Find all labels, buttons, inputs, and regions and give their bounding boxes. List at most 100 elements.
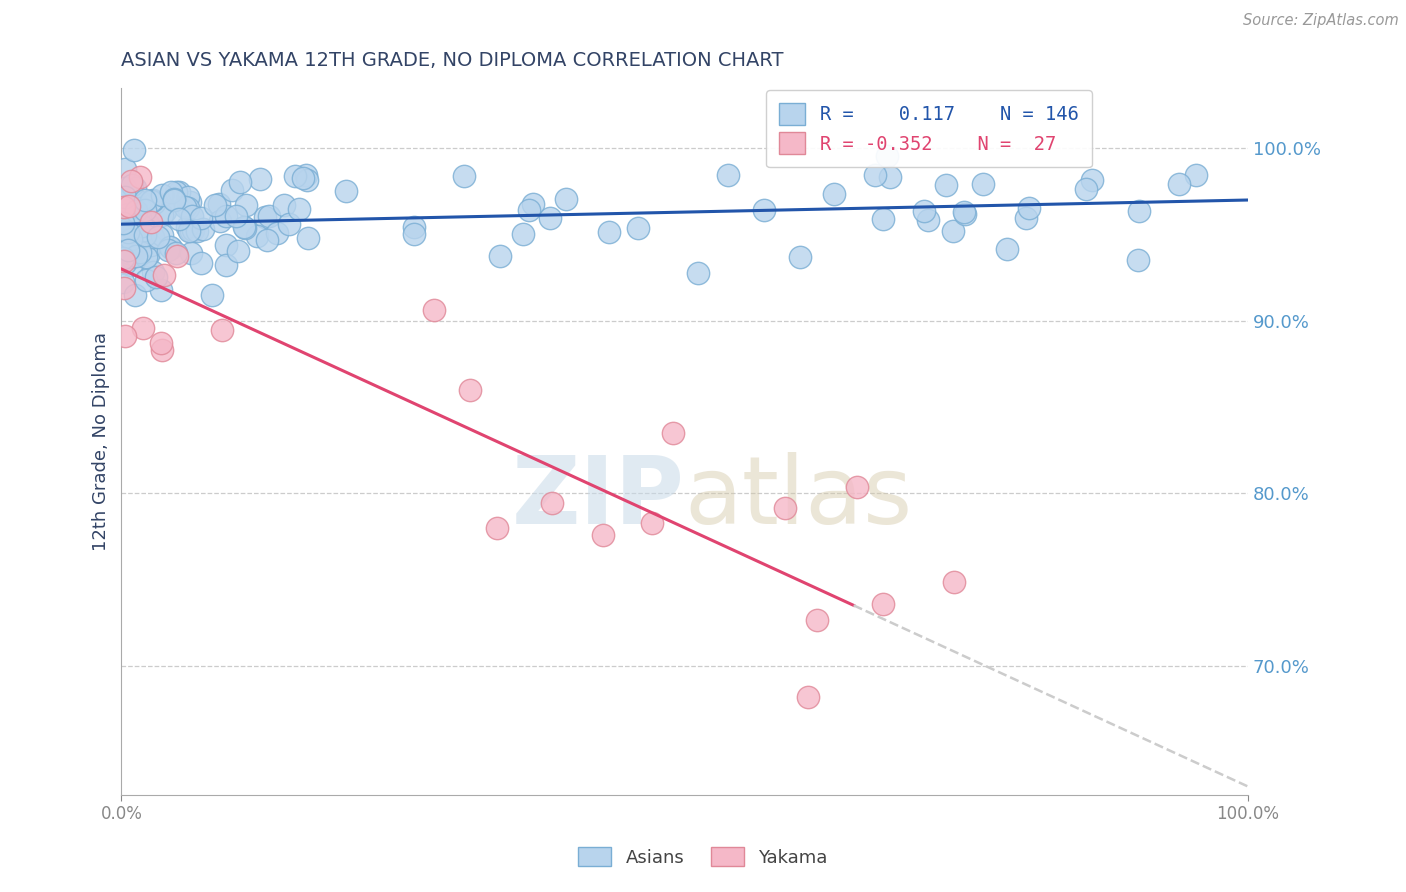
Point <box>111 216 134 230</box>
Point <box>177 224 200 238</box>
Point <box>229 175 252 189</box>
Point <box>117 207 139 221</box>
Point <box>160 241 183 255</box>
Point <box>134 228 156 243</box>
Point <box>215 209 238 223</box>
Point <box>266 226 288 240</box>
Text: ASIAN VS YAKAMA 12TH GRADE, NO DIPLOMA CORRELATION CHART: ASIAN VS YAKAMA 12TH GRADE, NO DIPLOMA C… <box>121 51 785 70</box>
Point <box>129 194 152 209</box>
Point <box>124 180 146 194</box>
Point <box>943 575 966 590</box>
Point <box>876 149 898 163</box>
Point <box>453 169 475 183</box>
Y-axis label: 12th Grade, No Diploma: 12th Grade, No Diploma <box>93 332 110 551</box>
Point <box>233 220 256 235</box>
Point <box>150 208 173 222</box>
Point <box>142 265 165 279</box>
Point <box>145 270 167 285</box>
Point <box>112 281 135 295</box>
Point <box>166 249 188 263</box>
Point <box>246 229 269 244</box>
Point <box>845 480 868 494</box>
Point <box>120 232 142 246</box>
Point <box>159 240 181 254</box>
Point <box>257 209 280 223</box>
Point <box>177 201 200 215</box>
Point <box>157 243 180 257</box>
Point <box>169 185 191 199</box>
Point <box>797 690 820 705</box>
Point <box>112 254 135 268</box>
Legend: R =    0.117    N = 146, R = -0.352    N =  27: R = 0.117 N = 146, R = -0.352 N = 27 <box>766 90 1092 168</box>
Point <box>1126 252 1149 267</box>
Point <box>1014 211 1036 225</box>
Point <box>773 500 796 515</box>
Point <box>114 190 136 204</box>
Point <box>879 170 901 185</box>
Point <box>125 249 148 263</box>
Point <box>789 251 811 265</box>
Point <box>129 201 152 215</box>
Point <box>292 171 315 186</box>
Point <box>150 283 173 297</box>
Point <box>120 250 142 264</box>
Point <box>254 210 277 224</box>
Point <box>221 183 243 197</box>
Point <box>121 178 143 193</box>
Text: Source: ZipAtlas.com: Source: ZipAtlas.com <box>1243 13 1399 29</box>
Point <box>134 193 156 207</box>
Point <box>233 221 256 235</box>
Point <box>953 205 976 219</box>
Point <box>179 245 201 260</box>
Point <box>297 231 319 245</box>
Point <box>201 288 224 302</box>
Point <box>132 222 155 236</box>
Point <box>141 194 163 208</box>
Point <box>1128 203 1150 218</box>
Point <box>114 222 136 236</box>
Point <box>752 202 775 217</box>
Point <box>249 171 271 186</box>
Point <box>131 219 153 233</box>
Point <box>538 211 561 225</box>
Point <box>995 242 1018 256</box>
Point <box>295 173 318 187</box>
Point <box>215 237 238 252</box>
Point <box>662 426 685 441</box>
Point <box>872 597 894 611</box>
Point <box>117 225 139 239</box>
Point <box>186 223 208 237</box>
Point <box>149 335 172 350</box>
Point <box>114 256 136 270</box>
Point <box>1168 177 1191 191</box>
Point <box>111 200 134 214</box>
Point <box>294 168 316 182</box>
Point <box>592 528 614 542</box>
Point <box>135 273 157 287</box>
Point <box>129 245 152 260</box>
Point <box>214 258 236 272</box>
Point <box>181 209 204 223</box>
Point <box>120 174 142 188</box>
Point <box>686 266 709 280</box>
Point <box>114 181 136 195</box>
Point <box>935 178 957 193</box>
Point <box>288 202 311 216</box>
Point <box>122 144 145 158</box>
Point <box>193 222 215 236</box>
Point <box>131 229 153 244</box>
Point <box>132 321 155 335</box>
Point <box>863 168 886 182</box>
Point <box>512 227 534 241</box>
Point <box>114 162 136 177</box>
Point <box>1081 173 1104 187</box>
Point <box>1184 169 1206 183</box>
Point <box>972 178 994 192</box>
Point <box>522 196 544 211</box>
Point <box>150 227 173 242</box>
Point <box>114 328 136 343</box>
Point <box>460 383 482 397</box>
Point <box>167 212 190 227</box>
Point <box>112 200 135 214</box>
Point <box>124 288 146 302</box>
